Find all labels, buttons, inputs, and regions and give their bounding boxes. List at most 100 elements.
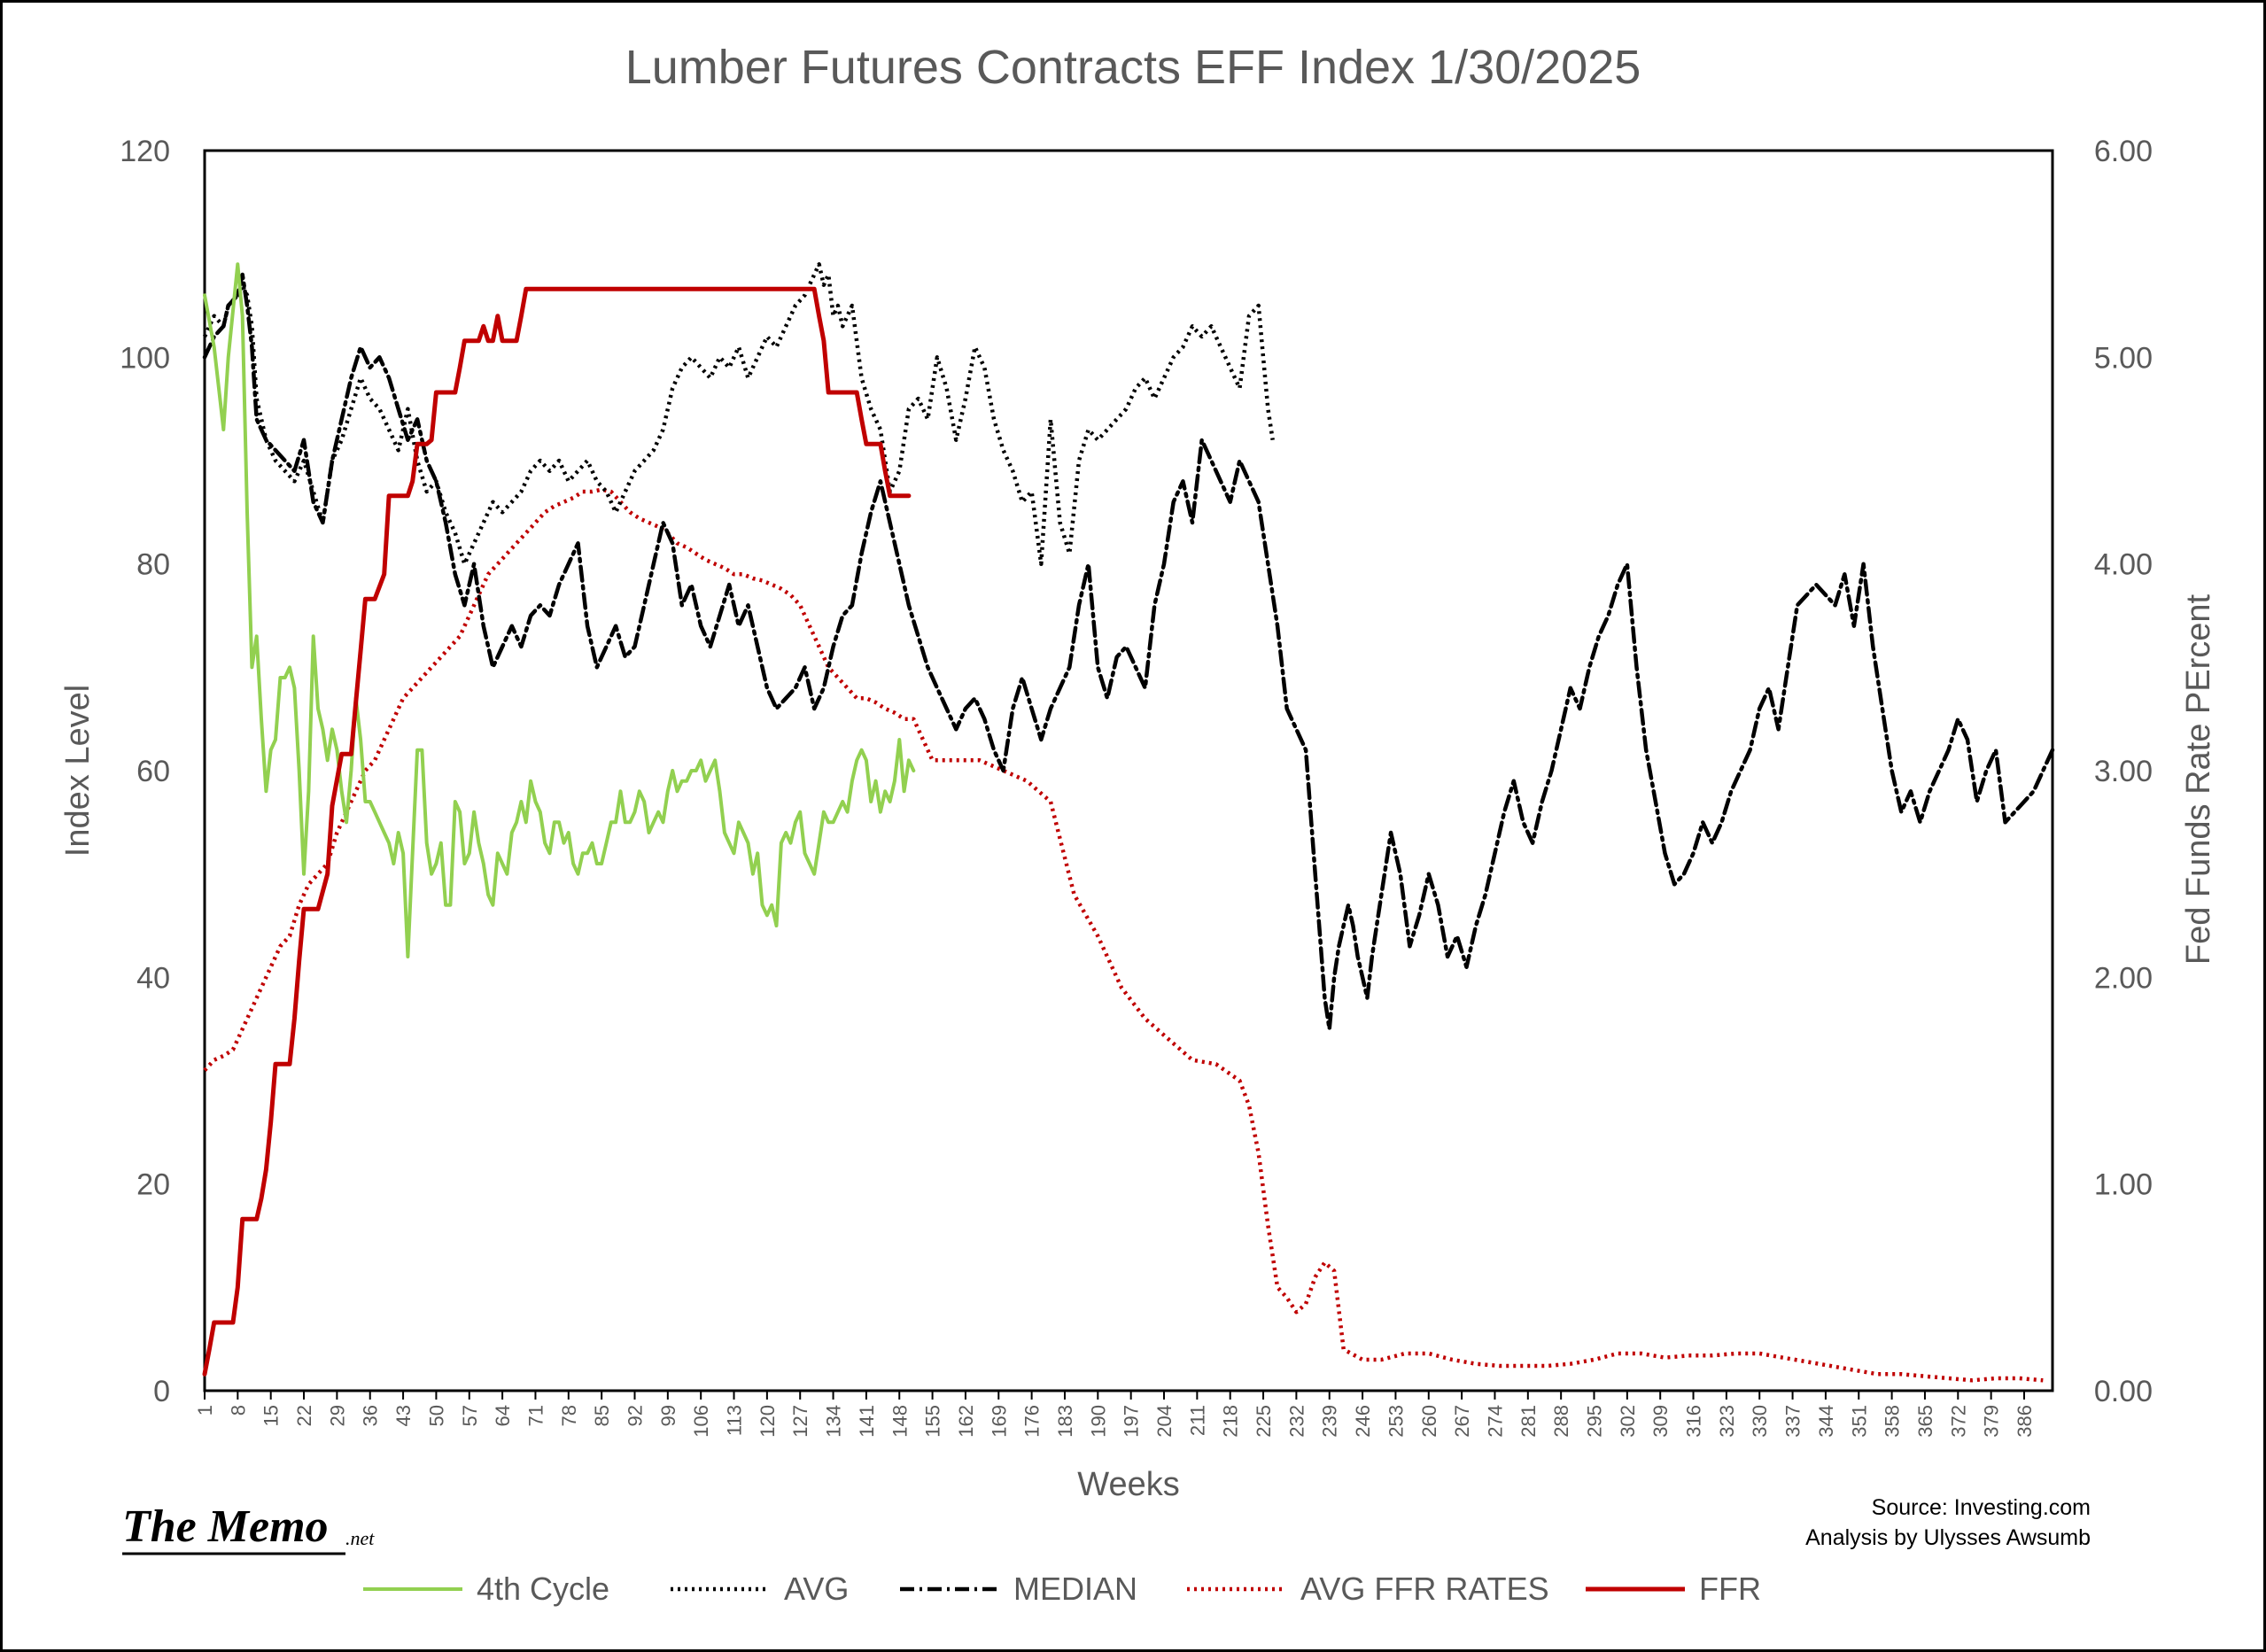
x-tick-label: 330 bbox=[1749, 1405, 1771, 1438]
x-tick-label: 309 bbox=[1649, 1405, 1672, 1438]
x-tick-label: 246 bbox=[1352, 1405, 1374, 1438]
x-tick-label: 141 bbox=[856, 1405, 878, 1438]
x-tick-label: 64 bbox=[492, 1405, 514, 1426]
left-tick-label: 40 bbox=[136, 961, 170, 995]
x-axis-label: Weeks bbox=[1077, 1466, 1179, 1503]
legend-item-avg: AVG bbox=[671, 1571, 849, 1607]
right-axis-ticks: 0.00 1.00 2.00 3.00 4.00 5.00 6.00 bbox=[2094, 135, 2153, 1408]
x-tick-label: 386 bbox=[2014, 1405, 2036, 1438]
plot-area bbox=[203, 149, 2054, 1392]
legend-label: 4th Cycle bbox=[477, 1571, 609, 1607]
x-tick-label: 106 bbox=[690, 1405, 712, 1438]
x-tick-label: 253 bbox=[1385, 1405, 1407, 1438]
x-tick-label: 99 bbox=[657, 1405, 679, 1426]
x-tick-label: 295 bbox=[1584, 1405, 1606, 1438]
x-tick-label: 232 bbox=[1285, 1405, 1308, 1438]
x-tick-label: 323 bbox=[1716, 1405, 1738, 1438]
x-tick-label: 302 bbox=[1617, 1405, 1639, 1438]
left-tick-label: 100 bbox=[120, 341, 170, 375]
x-tick-label: 239 bbox=[1319, 1405, 1341, 1438]
x-tick-label: 8 bbox=[227, 1405, 249, 1415]
x-axis-ticks: 1 8 15 22 29 36 43 50 57 64 71 78 85 92 99 106 113 120 127… bbox=[194, 1391, 2036, 1438]
left-tick-label: 60 bbox=[136, 755, 170, 788]
x-tick-label: 155 bbox=[922, 1405, 944, 1438]
x-tick-label: 85 bbox=[591, 1405, 613, 1426]
series-avg-ffr-rates-line bbox=[203, 487, 2044, 1383]
left-tick-label: 80 bbox=[136, 548, 170, 582]
y2-axis-label: Fed Funds Rate PErcent bbox=[2180, 593, 2217, 965]
series-layer bbox=[202, 262, 2055, 1383]
x-tick-label: 267 bbox=[1451, 1405, 1473, 1438]
series-4th-cycle-line bbox=[203, 262, 916, 958]
source-line-1: Source: Investing.com bbox=[1872, 1495, 2091, 1520]
x-tick-label: 344 bbox=[1815, 1405, 1837, 1438]
x-tick-label: 316 bbox=[1683, 1405, 1705, 1438]
right-tick-label: 2.00 bbox=[2094, 961, 2153, 995]
x-tick-label: 36 bbox=[360, 1405, 382, 1426]
x-tick-label: 204 bbox=[1153, 1405, 1176, 1438]
x-tick-label: 351 bbox=[1848, 1405, 1870, 1438]
x-tick-label: 197 bbox=[1121, 1405, 1143, 1438]
y-axis-label: Index Level bbox=[59, 685, 97, 857]
x-tick-label: 274 bbox=[1484, 1405, 1506, 1438]
x-tick-label: 29 bbox=[326, 1405, 348, 1426]
x-tick-label: 148 bbox=[889, 1405, 911, 1438]
right-tick-label: 6.00 bbox=[2094, 135, 2153, 168]
x-tick-label: 57 bbox=[459, 1405, 481, 1426]
x-tick-label: 43 bbox=[392, 1405, 415, 1426]
chart-title: Lumber Futures Contracts EFF Index 1/30/… bbox=[625, 41, 1641, 94]
x-tick-label: 358 bbox=[1882, 1405, 1904, 1438]
x-tick-label: 113 bbox=[724, 1405, 746, 1436]
left-tick-label: 0 bbox=[153, 1375, 170, 1408]
legend-label: AVG FFR RATES bbox=[1300, 1571, 1549, 1607]
logo-main-text: The Memo bbox=[122, 1501, 329, 1552]
legend-label: FFR bbox=[1699, 1571, 1761, 1607]
legend-label: MEDIAN bbox=[1013, 1571, 1137, 1607]
x-tick-label: 211 bbox=[1186, 1405, 1208, 1436]
x-tick-label: 183 bbox=[1054, 1405, 1076, 1438]
legend-item-4th-cycle: 4th Cycle bbox=[363, 1571, 609, 1607]
x-tick-label: 337 bbox=[1782, 1405, 1804, 1438]
x-tick-label: 22 bbox=[293, 1405, 315, 1426]
x-tick-label: 281 bbox=[1517, 1405, 1540, 1438]
the-memo-logo: The Memo .net bbox=[122, 1501, 375, 1555]
x-tick-label: 365 bbox=[1914, 1405, 1936, 1438]
right-tick-label: 4.00 bbox=[2094, 548, 2153, 582]
x-tick-label: 218 bbox=[1220, 1405, 1242, 1438]
x-tick-label: 169 bbox=[988, 1405, 1010, 1438]
left-tick-label: 120 bbox=[120, 135, 170, 168]
x-tick-label: 15 bbox=[260, 1405, 283, 1426]
right-tick-label: 5.00 bbox=[2094, 341, 2153, 375]
x-tick-label: 71 bbox=[524, 1405, 547, 1426]
x-tick-label: 92 bbox=[624, 1405, 646, 1426]
right-tick-label: 0.00 bbox=[2094, 1375, 2153, 1408]
x-tick-label: 127 bbox=[789, 1405, 811, 1438]
x-tick-label: 372 bbox=[1947, 1405, 1969, 1438]
x-tick-label: 120 bbox=[757, 1405, 779, 1438]
legend-label: AVG bbox=[784, 1571, 849, 1607]
series-ffr-line bbox=[202, 286, 912, 1377]
x-tick-label: 162 bbox=[955, 1405, 977, 1438]
source-line-2: Analysis by Ulysses Awsumb bbox=[1805, 1525, 2091, 1550]
legend-item-ffr: FFR bbox=[1586, 1571, 1761, 1607]
legend: 4th Cycle AVG MEDIAN AVG FFR RATES FFR bbox=[363, 1571, 1761, 1607]
x-tick-label: 50 bbox=[425, 1405, 447, 1426]
series-median-line bbox=[202, 272, 2055, 1031]
x-tick-label: 379 bbox=[1981, 1405, 2003, 1438]
left-tick-label: 20 bbox=[136, 1168, 170, 1202]
x-tick-label: 134 bbox=[823, 1405, 845, 1438]
logo-suffix-text: .net bbox=[345, 1527, 375, 1549]
x-tick-label: 1 bbox=[194, 1405, 216, 1415]
left-axis-ticks: 0 20 40 60 80 100 120 bbox=[120, 135, 170, 1408]
legend-item-avg-ffr-rates: AVG FFR RATES bbox=[1187, 1571, 1549, 1607]
right-tick-label: 3.00 bbox=[2094, 755, 2153, 788]
x-tick-label: 78 bbox=[558, 1405, 580, 1426]
legend-item-median: MEDIAN bbox=[900, 1571, 1137, 1607]
x-tick-label: 260 bbox=[1418, 1405, 1440, 1438]
right-tick-label: 1.00 bbox=[2094, 1168, 2153, 1202]
series-avg-line bbox=[202, 262, 1275, 566]
x-tick-label: 190 bbox=[1087, 1405, 1109, 1438]
x-tick-label: 225 bbox=[1253, 1405, 1275, 1438]
